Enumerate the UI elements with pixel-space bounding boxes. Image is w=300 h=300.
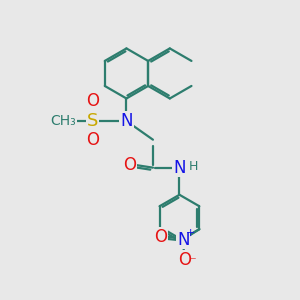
- Text: N: N: [177, 230, 189, 248]
- Text: S: S: [87, 112, 98, 130]
- Text: O: O: [154, 228, 167, 246]
- Text: N: N: [120, 112, 133, 130]
- Text: N: N: [173, 159, 186, 177]
- Text: O: O: [86, 131, 99, 149]
- Text: H: H: [189, 160, 198, 173]
- Text: O: O: [178, 251, 191, 269]
- Text: O: O: [123, 156, 136, 174]
- Text: +: +: [186, 228, 195, 238]
- Text: CH₃: CH₃: [50, 114, 76, 128]
- Text: ⁻: ⁻: [190, 255, 196, 268]
- Text: O: O: [86, 92, 99, 110]
